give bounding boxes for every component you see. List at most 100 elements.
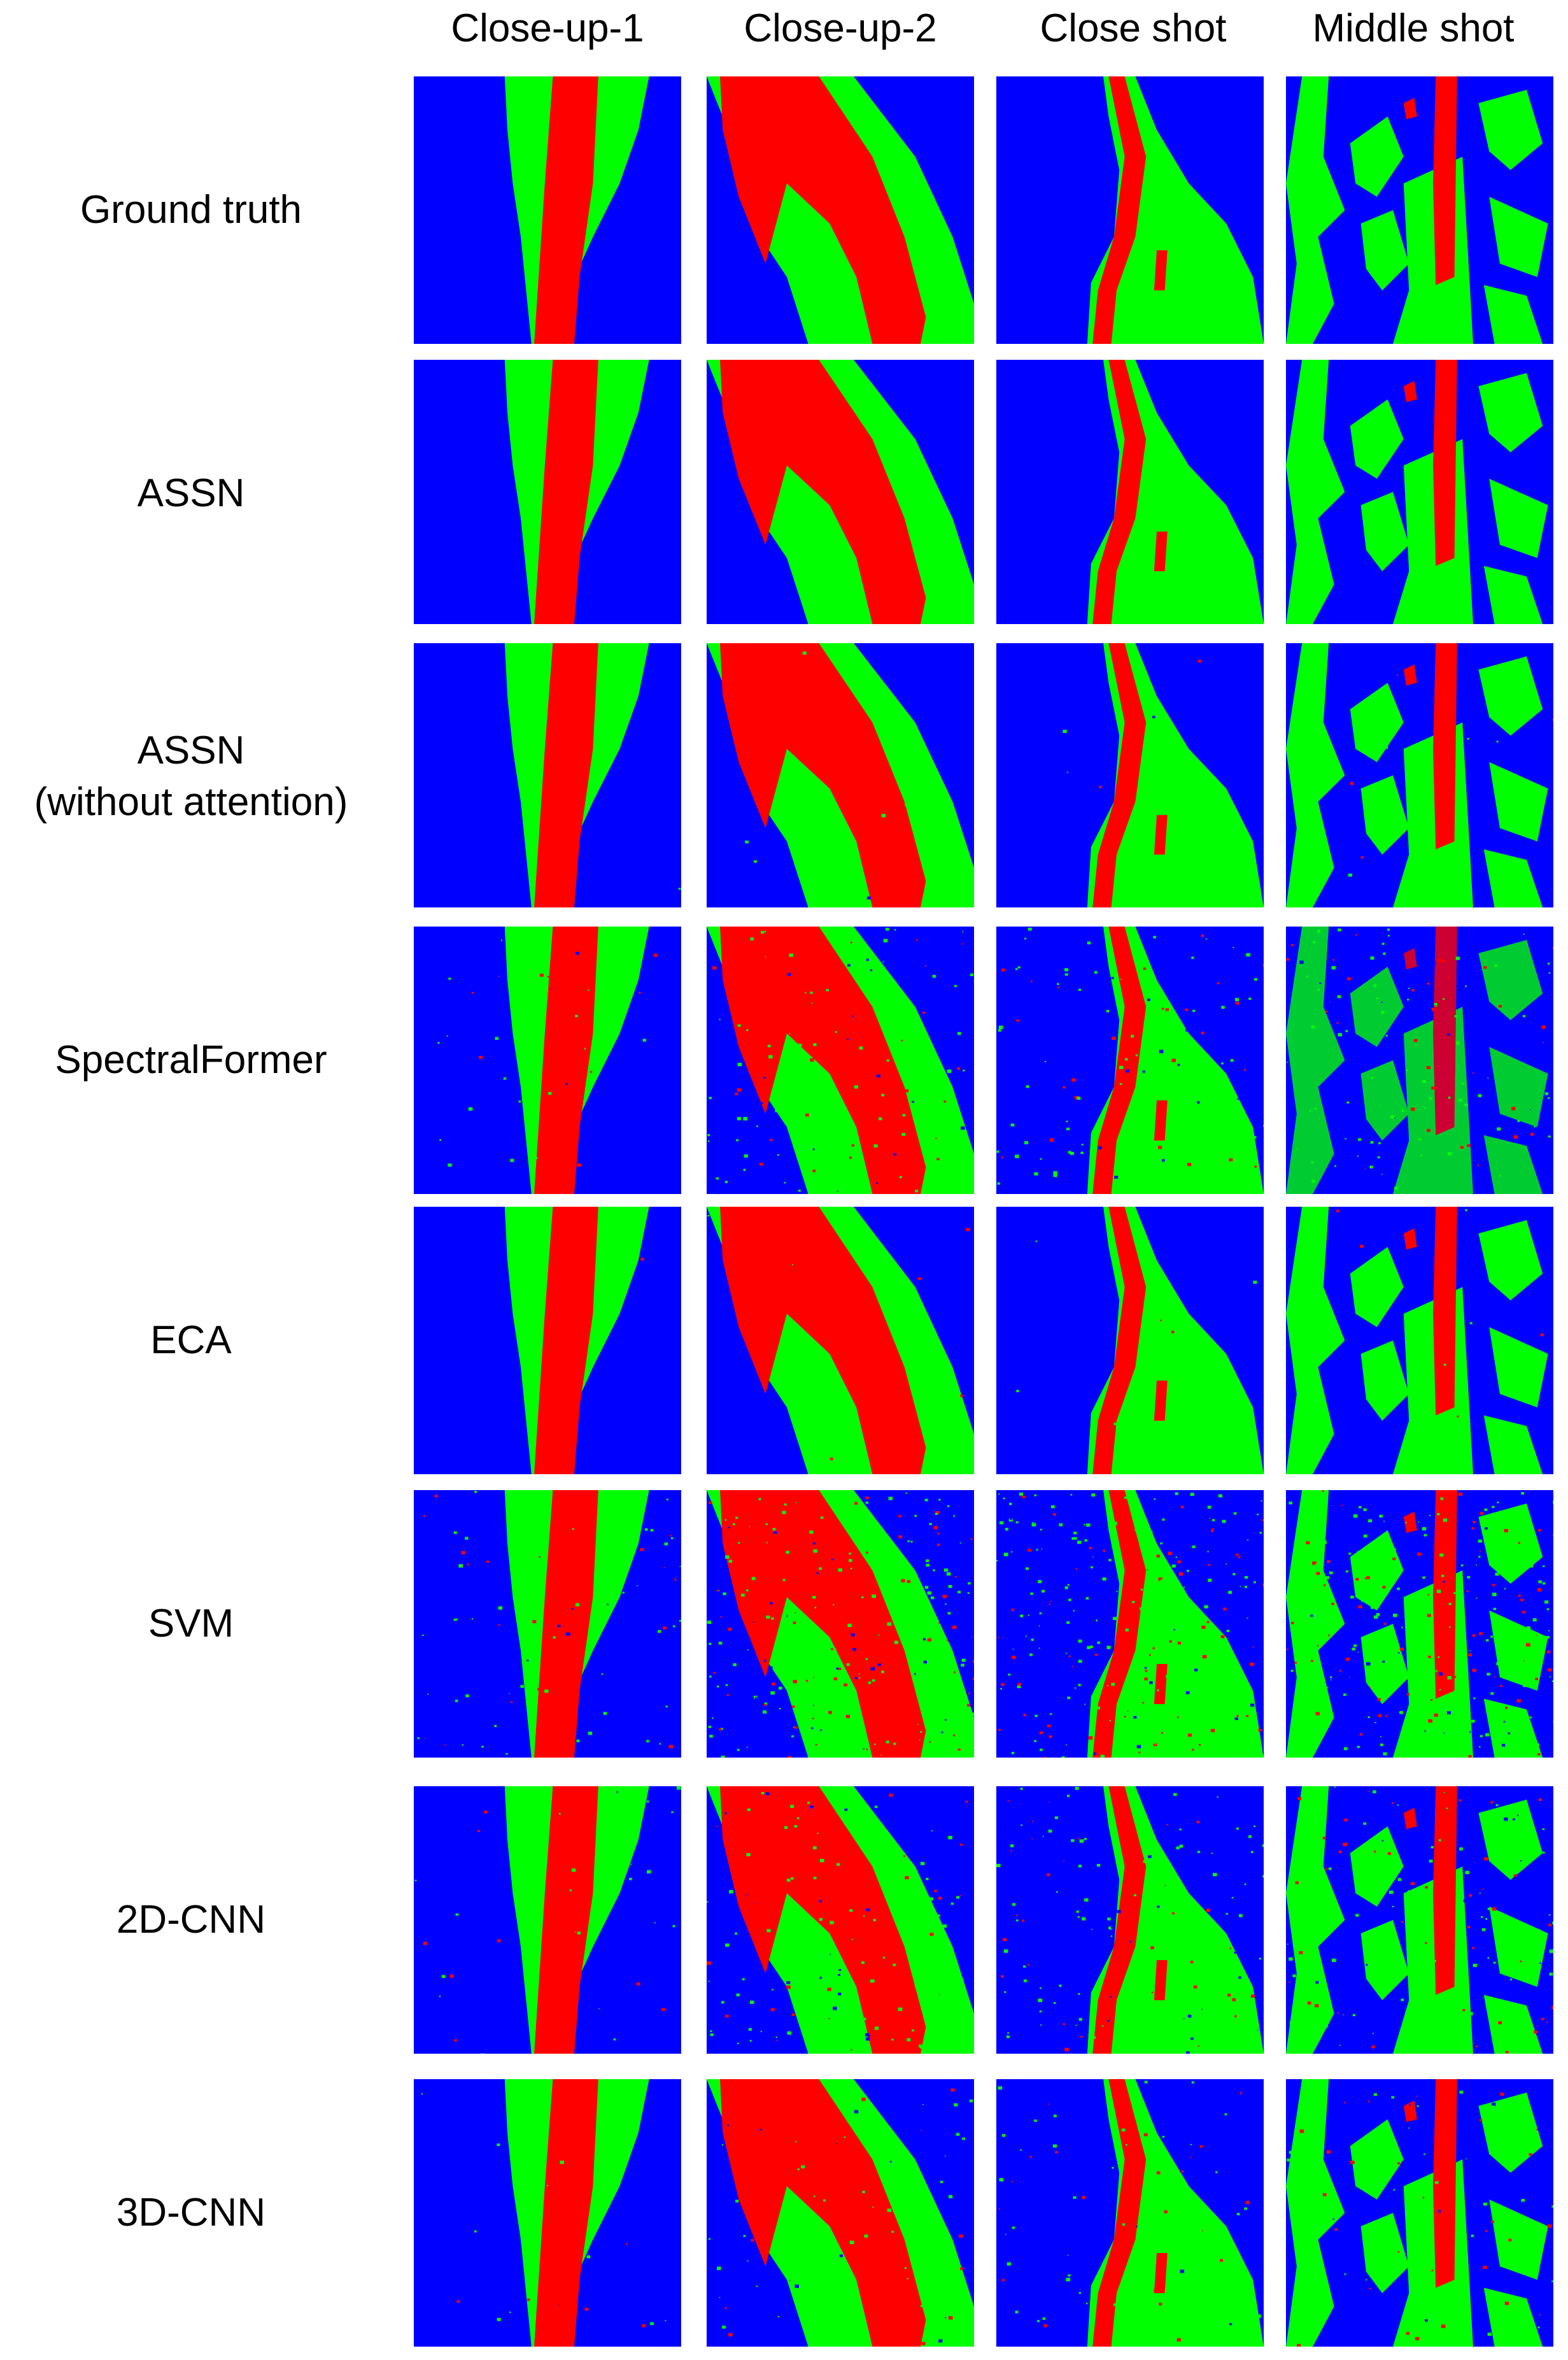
leaf-region <box>1286 1786 1345 2054</box>
leaf-region <box>808 1367 835 1394</box>
stem-region <box>1433 927 1457 1135</box>
leaf-region <box>1360 210 1409 290</box>
stem-region <box>720 1207 926 1474</box>
stem-region <box>1433 76 1457 285</box>
leaf-region <box>1360 1060 1409 1141</box>
classification-noise <box>707 1791 971 2052</box>
stem-region <box>534 1207 598 1474</box>
stem-region <box>1092 927 1147 1194</box>
segmentation-map <box>707 643 974 907</box>
classification-noise <box>745 651 916 900</box>
leaf-region <box>1478 656 1543 736</box>
stem-region <box>1092 1490 1147 1758</box>
segmentation-map <box>414 1207 681 1474</box>
stem-region <box>1154 1381 1168 1421</box>
segmentation-map <box>1286 1786 1553 2054</box>
leaf-region <box>1489 2200 1548 2280</box>
row-label-line: ASSN <box>137 471 245 515</box>
stem-region <box>1403 1228 1417 1250</box>
leaf-region <box>1350 1247 1404 1327</box>
classification-noise <box>417 1491 681 1755</box>
segmentation-panel-assn-without-attention-middle-shot <box>1286 643 1553 907</box>
segmentation-map <box>996 643 1264 907</box>
stem-region <box>534 360 598 624</box>
leaf-region <box>1478 373 1543 453</box>
leaf-region <box>1478 2093 1543 2173</box>
segmentation-panel-spectralformer-middle-shot <box>1286 927 1553 1194</box>
row-label-line: SVM <box>148 1601 234 1646</box>
segmentation-panel-ground-truth-close-up-2 <box>707 76 974 344</box>
stem-region <box>1433 360 1457 566</box>
segmentation-panel-assn-without-attention-close-shot <box>996 643 1264 907</box>
classification-noise <box>1348 665 1553 877</box>
stem-region <box>534 1490 598 1758</box>
stem-region <box>720 1786 926 2054</box>
row-label-line: 3D-CNN <box>116 2190 266 2235</box>
stem-region <box>1403 664 1417 686</box>
segmentation-map <box>707 76 974 344</box>
stem-region <box>1433 1207 1457 1416</box>
segmentation-map <box>1286 1207 1553 1474</box>
stem-region <box>534 927 598 1194</box>
background-region <box>1077 539 1093 624</box>
segmentation-map <box>996 76 1264 344</box>
stem-region <box>1154 814 1168 855</box>
segmentation-panel-assn-without-attention-close-up-1 <box>414 643 681 907</box>
stem-region <box>1433 1786 1457 1995</box>
segmentation-map <box>707 1207 974 1474</box>
classification-noise <box>1287 2091 1553 2347</box>
stem-region <box>1092 1786 1147 2054</box>
leaf-region <box>1286 927 1345 1194</box>
classification-noise <box>707 1214 970 1460</box>
segmentation-map <box>996 360 1264 624</box>
segmentation-panel-spectralformer-close-shot <box>996 927 1264 1194</box>
leaf-region <box>1350 117 1404 197</box>
leaf-region <box>808 518 835 545</box>
leaf-region <box>1489 197 1548 277</box>
leaf-region <box>1489 762 1548 842</box>
segmentation-panel-assn-close-up-2 <box>707 360 974 624</box>
stem-region <box>1092 76 1147 344</box>
segmentation-map <box>414 2079 681 2347</box>
classification-noise <box>1286 928 1553 1194</box>
leaf-region <box>1360 1920 1409 2000</box>
leaf-region <box>1478 90 1543 170</box>
segmentation-map <box>707 1490 974 1758</box>
background-region <box>1077 1968 1093 2054</box>
leaf-region <box>1489 1907 1548 1987</box>
stem-region <box>1154 1100 1168 1141</box>
row-label-line: 2D-CNN <box>116 1897 266 1942</box>
leaf-region <box>1360 1340 1409 1421</box>
segmentation-panel-spectralformer-close-up-1 <box>414 927 681 1194</box>
stem-region <box>1403 1511 1417 1533</box>
leaf-region <box>1286 643 1345 907</box>
row-label-line: (without attention) <box>34 780 348 824</box>
segmentation-panel-eca-close-up-2 <box>707 1207 974 1474</box>
classification-noise <box>1301 1209 1544 1473</box>
leaf-region <box>808 237 835 264</box>
leaf-region <box>808 802 835 828</box>
stem-region <box>720 1490 926 1758</box>
leaf-region <box>1350 1530 1404 1610</box>
row-label-line: ECA <box>150 1318 232 1362</box>
stem-region <box>534 76 598 344</box>
leaf-region <box>1286 360 1345 624</box>
segmentation-panel-svm-middle-shot <box>1286 1490 1553 1758</box>
classification-noise <box>1063 660 1261 906</box>
classification-noise <box>996 1787 1264 2054</box>
segmentation-panel-2d-cnn-close-shot <box>996 1786 1264 2054</box>
stem-region <box>1154 531 1168 571</box>
segmentation-map <box>707 927 974 1194</box>
segmentation-map <box>996 1207 1264 1474</box>
leaf-region <box>1286 1490 1345 1758</box>
leaf-region <box>1360 1624 1409 1704</box>
leaf-region <box>1478 940 1543 1020</box>
leaf-region <box>1286 76 1345 344</box>
background-region <box>1077 823 1093 907</box>
segmentation-map <box>1286 927 1553 1194</box>
stem-region <box>1092 360 1147 624</box>
segmentation-panel-2d-cnn-close-up-1 <box>414 1786 681 2054</box>
stem-region <box>1092 1207 1147 1474</box>
classification-noise <box>1287 1786 1553 2054</box>
leaf-region <box>1350 2119 1404 2200</box>
